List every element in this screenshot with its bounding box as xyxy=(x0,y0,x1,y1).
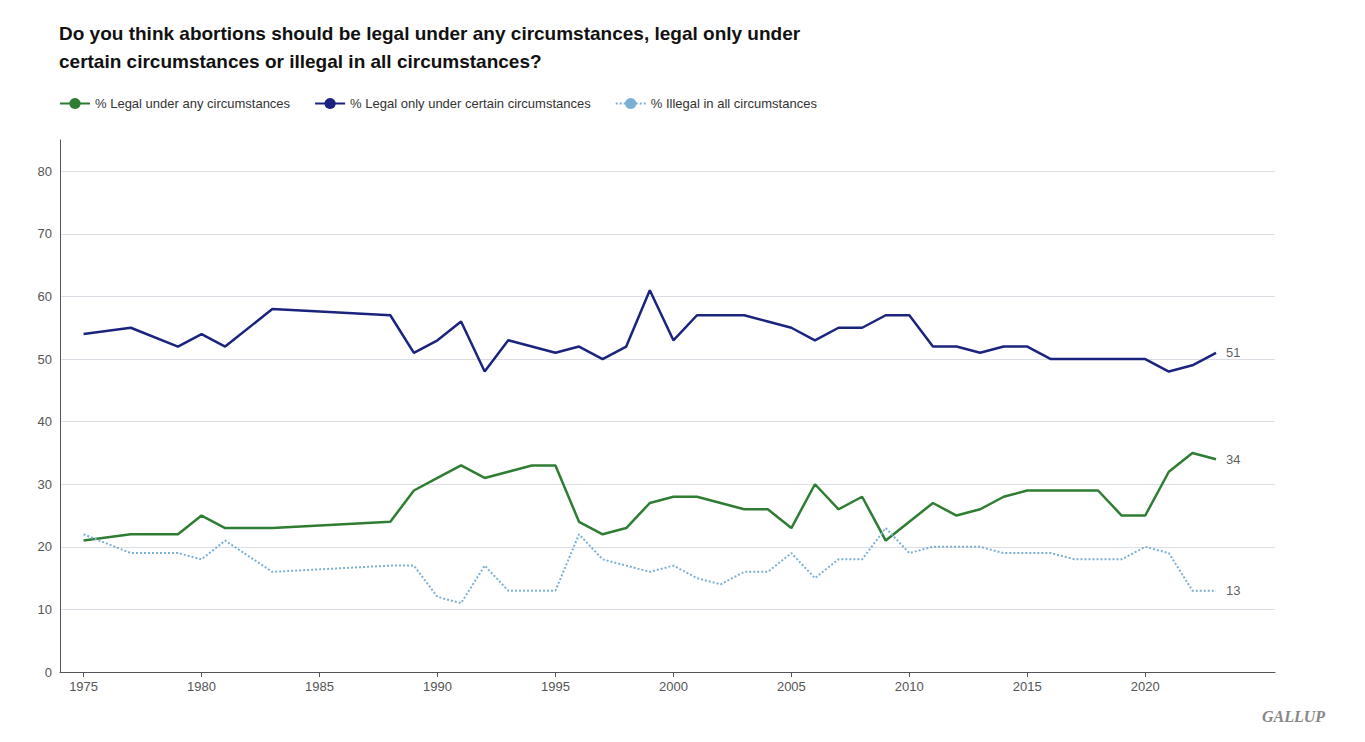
svg-text:2010: 2010 xyxy=(895,679,924,694)
svg-text:% Legal under any circumstance: % Legal under any circumstances xyxy=(95,96,291,111)
svg-text:51: 51 xyxy=(1226,345,1240,360)
svg-text:% Illegal in all circumstances: % Illegal in all circumstances xyxy=(651,96,818,111)
svg-text:30: 30 xyxy=(38,477,52,492)
svg-text:70: 70 xyxy=(38,226,52,241)
svg-text:20: 20 xyxy=(38,539,52,554)
svg-text:1975: 1975 xyxy=(69,679,98,694)
svg-text:40: 40 xyxy=(38,414,52,429)
svg-text:60: 60 xyxy=(38,289,52,304)
svg-text:34: 34 xyxy=(1226,452,1240,467)
svg-text:2000: 2000 xyxy=(659,679,688,694)
svg-text:1995: 1995 xyxy=(541,679,570,694)
svg-text:Do you think abortions should: Do you think abortions should be legal u… xyxy=(59,23,801,44)
svg-text:1990: 1990 xyxy=(423,679,452,694)
svg-text:10: 10 xyxy=(38,602,52,617)
svg-text:2020: 2020 xyxy=(1131,679,1160,694)
svg-text:50: 50 xyxy=(38,352,52,367)
svg-text:80: 80 xyxy=(38,164,52,179)
svg-text:certain circumstances or illeg: certain circumstances or illegal in all … xyxy=(59,51,542,72)
svg-text:1985: 1985 xyxy=(305,679,334,694)
svg-text:0: 0 xyxy=(45,665,52,680)
svg-text:GALLUP: GALLUP xyxy=(1262,708,1325,725)
svg-text:2015: 2015 xyxy=(1013,679,1042,694)
svg-text:1980: 1980 xyxy=(187,679,216,694)
svg-text:13: 13 xyxy=(1226,583,1240,598)
svg-text:2005: 2005 xyxy=(777,679,806,694)
svg-text:% Legal only under certain cir: % Legal only under certain circumstances xyxy=(350,96,591,111)
